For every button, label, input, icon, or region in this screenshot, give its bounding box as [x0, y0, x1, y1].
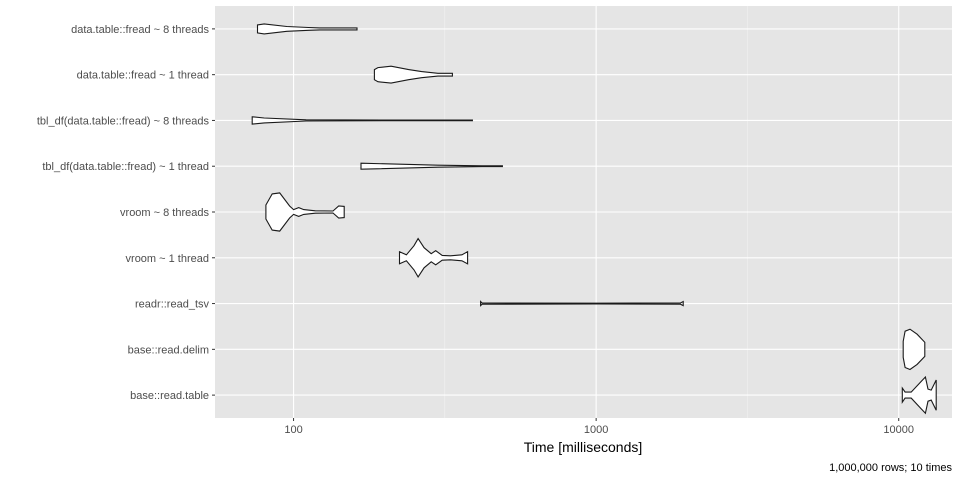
y-tick-label: tbl_df(data.table::fread) ~ 1 thread — [42, 161, 209, 173]
y-tick-label: base::read.delim — [128, 344, 209, 356]
violin-5 — [265, 192, 345, 232]
y-tick-label: data.table::fread ~ 1 thread — [77, 70, 209, 82]
violin-3 — [251, 116, 473, 125]
x-tick-label: 1000 — [584, 424, 608, 436]
y-axis: data.table::fread ~ 8 threadsdata.table:… — [37, 24, 215, 402]
chart-caption: 1,000,000 rows; 10 times — [829, 462, 952, 474]
y-tick-label: vroom ~ 1 thread — [126, 253, 209, 265]
y-tick-label: vroom ~ 8 threads — [120, 207, 209, 219]
violin-7 — [480, 300, 684, 307]
violin-2 — [373, 65, 453, 84]
x-axis-label: Time [milliseconds] — [524, 439, 643, 455]
y-tick-label: data.table::fread ~ 8 threads — [71, 24, 209, 36]
violin-series — [251, 23, 937, 415]
violin-8 — [902, 328, 926, 371]
violin-9 — [901, 375, 937, 415]
y-tick-label: base::read.table — [130, 390, 209, 402]
violin-4 — [360, 162, 503, 170]
violin-6 — [398, 237, 469, 278]
x-tick-label: 100 — [284, 424, 302, 436]
x-tick-label: 10000 — [883, 424, 914, 436]
x-axis: 100 1000 10000 — [284, 418, 914, 436]
violin-1 — [256, 23, 358, 35]
y-tick-label: readr::read_tsv — [135, 299, 209, 311]
y-tick-label: tbl_df(data.table::fread) ~ 8 threads — [37, 115, 210, 127]
